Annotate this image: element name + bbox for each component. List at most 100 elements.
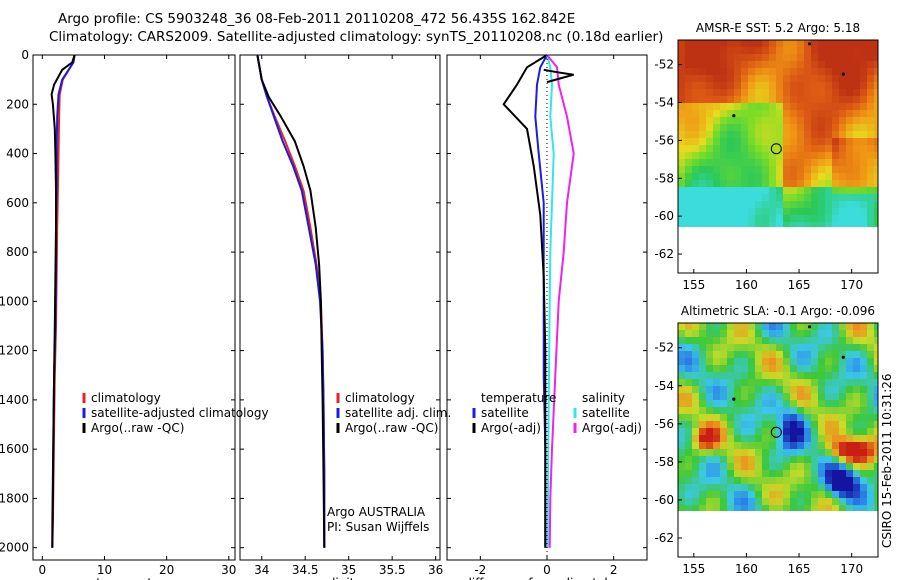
map-cell	[860, 117, 867, 124]
map-cell	[734, 96, 741, 103]
map-cell	[860, 180, 867, 187]
map-cell	[748, 222, 755, 227]
map-cell	[713, 75, 720, 82]
map-cell	[678, 463, 685, 470]
map-cell	[776, 138, 783, 145]
map-cell	[839, 54, 846, 61]
map-cell	[727, 407, 734, 414]
map-cell	[874, 138, 878, 145]
map-cell	[748, 215, 755, 222]
map-cell	[769, 470, 776, 477]
map-cell	[839, 222, 846, 227]
map-cell	[678, 117, 685, 124]
map-cell	[839, 491, 846, 498]
map-cell	[685, 152, 692, 159]
map-cell	[783, 477, 790, 484]
map-cell	[874, 187, 878, 194]
map-cell	[720, 145, 727, 152]
map-cell	[685, 208, 692, 215]
map-cell	[769, 386, 776, 393]
map-cell	[818, 159, 825, 166]
map-cell	[755, 166, 762, 173]
map-cell	[811, 414, 818, 421]
map-cell	[762, 421, 769, 428]
salinity-xtick-label: 35.5	[379, 563, 406, 577]
map-cell	[832, 491, 839, 498]
map-cell	[860, 372, 867, 379]
map-cell	[685, 180, 692, 187]
map-cell	[860, 96, 867, 103]
map-cell	[685, 173, 692, 180]
map-cell	[874, 323, 878, 330]
map-cell	[832, 484, 839, 491]
map-cell	[832, 173, 839, 180]
map-cell	[846, 421, 853, 428]
map-cell	[741, 470, 748, 477]
map-cell	[699, 82, 706, 89]
map-cell	[678, 407, 685, 414]
map-cell	[804, 194, 811, 201]
map-cell	[874, 491, 878, 498]
map-cell	[713, 414, 720, 421]
map-cell	[720, 68, 727, 75]
map-cell	[755, 187, 762, 194]
map-cell	[720, 54, 727, 61]
map-cell	[685, 166, 692, 173]
map-cell	[713, 40, 720, 47]
map-cell	[678, 400, 685, 407]
map-cell	[748, 47, 755, 54]
map-cell	[762, 117, 769, 124]
map-cell	[804, 491, 811, 498]
map-cell	[776, 68, 783, 75]
map-cell	[755, 68, 762, 75]
map-cell	[776, 477, 783, 484]
map-cell	[741, 491, 748, 498]
map-cell	[741, 110, 748, 117]
map-cell	[818, 414, 825, 421]
map-cell	[678, 365, 685, 372]
map-cell	[699, 145, 706, 152]
map-cell	[860, 484, 867, 491]
map-cell	[678, 145, 685, 152]
map-cell	[839, 470, 846, 477]
map-cell	[832, 463, 839, 470]
map-cell	[832, 393, 839, 400]
map-cell	[790, 393, 797, 400]
map-cell	[874, 40, 878, 47]
map-cell	[776, 344, 783, 351]
map-cell	[769, 131, 776, 138]
map-cell	[839, 344, 846, 351]
salinity-xlabel: salinity	[318, 576, 361, 580]
map-cell	[755, 173, 762, 180]
map-cell	[734, 40, 741, 47]
map-cell	[860, 351, 867, 358]
map-cell	[846, 505, 853, 511]
map-cell	[797, 414, 804, 421]
map-cell	[769, 400, 776, 407]
map-cell	[825, 323, 832, 330]
map-cell	[685, 75, 692, 82]
salinity-legend-entry: climatology	[345, 391, 415, 405]
map-cell	[720, 393, 727, 400]
map-cell	[783, 201, 790, 208]
map-cell	[797, 117, 804, 124]
map-cell	[706, 208, 713, 215]
map-cell	[727, 110, 734, 117]
map-cell	[776, 110, 783, 117]
map-cell	[762, 344, 769, 351]
map-cell	[839, 456, 846, 463]
map-cell	[790, 407, 797, 414]
map-cell	[860, 201, 867, 208]
map-cell	[720, 47, 727, 54]
map-cell	[776, 40, 783, 47]
map-cell	[692, 365, 699, 372]
map-cell	[734, 323, 741, 330]
map-cell	[853, 379, 860, 386]
map-cell	[762, 449, 769, 456]
map-cell	[727, 337, 734, 344]
map-cell	[699, 89, 706, 96]
map-cell	[713, 82, 720, 89]
map-cell	[818, 330, 825, 337]
map-cell	[741, 400, 748, 407]
map-cell	[846, 463, 853, 470]
